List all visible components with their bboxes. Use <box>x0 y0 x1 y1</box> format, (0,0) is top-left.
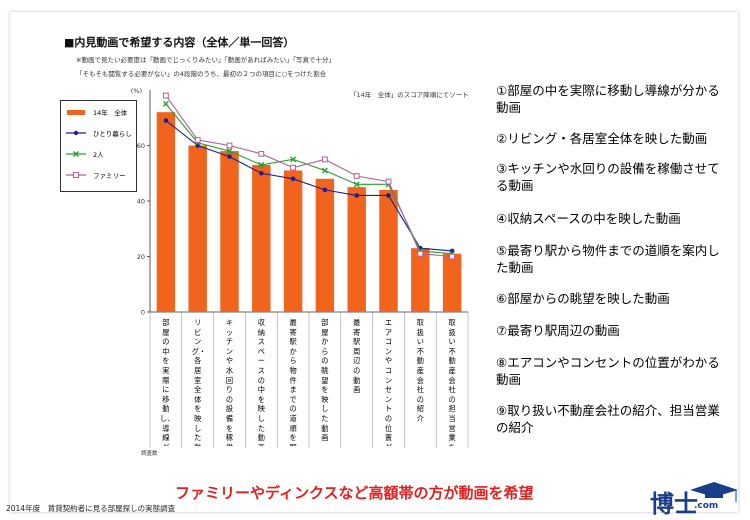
y-tick-label: 20 <box>137 253 145 261</box>
list-item: ⑤最寄り駅から物件までの道順を案内した動画 <box>496 243 720 275</box>
x-tick-label: 部屋からの眺望を映した動画 <box>321 318 329 443</box>
list-item: ⑥部屋からの眺望を映した動画 <box>496 291 670 306</box>
data-point <box>226 148 233 155</box>
data-point <box>290 164 297 171</box>
data-point <box>290 176 296 182</box>
list-item: ③キッチンや水回りの設備を稼働させてる動画 <box>496 161 720 193</box>
x-tick-label: 取扱い不動産会社の紹介 <box>416 318 424 423</box>
bar <box>442 253 462 312</box>
list-item: ④収納スペースの中を映した動画 <box>496 211 681 226</box>
data-point <box>259 170 264 176</box>
legend-swatch-line-family <box>66 172 86 178</box>
bar <box>220 151 239 312</box>
legend-label: ひとり暮らし <box>93 130 132 138</box>
data-point <box>417 250 424 257</box>
bar <box>283 170 303 312</box>
x-tick-label: リビング・各居室全体を映した動画 <box>191 318 204 446</box>
y-unit-label: (%) <box>131 87 142 95</box>
list-item: ⑨取り扱い不動産会社の紹介、担当営業の紹介 <box>496 403 720 435</box>
list-item: ①部屋の中を実際に移動し導線が分かる動画 <box>496 83 720 115</box>
data-point <box>194 137 201 143</box>
data-point <box>322 156 328 163</box>
data-point <box>449 253 456 260</box>
chart-title: ■内見動画で希望する内容（全体／単一回答） <box>64 36 295 49</box>
bar <box>347 187 366 312</box>
legend-swatch-line-single <box>66 130 86 136</box>
logo-cap-icon <box>690 482 738 502</box>
bar <box>252 164 271 312</box>
x-tick-label: 最寄駅から物件までの道順を案内した動画 <box>289 318 297 446</box>
x-axis-caption: 調査数 <box>141 451 158 457</box>
list-item: ②リビング・各居室全体を映した動画 <box>496 131 708 146</box>
slide: ■内見動画で希望する内容（全体／単一回答） ※動画で見たい必要度は「動画でじっく… <box>10 12 738 518</box>
data-point <box>163 118 169 123</box>
note-line-1: ※動画で見たい必要度は「動画でじっくりみたい」「動画があればみたい」「写真で十分… <box>76 56 335 64</box>
data-point <box>163 92 169 99</box>
bar <box>379 189 398 312</box>
logo-suffix: .com <box>694 501 719 511</box>
legend-label: 14年 全体 <box>93 109 128 117</box>
data-point <box>354 193 360 198</box>
y-tick-label: 40 <box>137 198 145 206</box>
data-point <box>290 156 297 163</box>
data-point <box>162 100 169 107</box>
chart-canvas: 0 20 40 60 (%) <box>131 87 469 448</box>
data-point <box>226 142 233 149</box>
x-tick-label: 収納スペースの中を映した動画 <box>257 318 265 446</box>
x-tick-label: 最寄駅周辺の動画 <box>353 318 361 395</box>
data-point <box>353 173 360 179</box>
bar <box>188 145 207 312</box>
data-point <box>227 154 232 159</box>
data-point <box>258 150 265 157</box>
data-point <box>386 193 391 198</box>
list-item: ⑦最寄り駅周辺の動画 <box>496 323 620 338</box>
x-tick-label: 部屋の中を実際に移動し、導線がわかる動画 <box>159 318 172 446</box>
logo-text: 博士 <box>650 489 698 518</box>
series-line <box>165 120 453 252</box>
bar <box>411 248 430 312</box>
footer-source: 2014年度 賃貸契約者に見る部屋探しの実態調査 <box>6 504 176 513</box>
series-line <box>165 103 453 255</box>
data-point <box>322 187 328 193</box>
sort-note: 「14年 全体」のスコア降順にてソート <box>350 91 469 99</box>
x-tick-label: キッチンや水回りの設備を稼働させてる動画（ガスコンロの火、シャワーの水圧等） <box>225 318 234 446</box>
series-line <box>165 95 453 258</box>
legend-label: ファミリー <box>93 172 126 180</box>
y-tick-label: 60 <box>137 142 145 150</box>
legend: 14年 全体 ひとり暮らし 2人 ファミリー <box>60 100 137 192</box>
x-tick-label: エアコンやコンセントの位置がわかる動画 <box>384 318 393 446</box>
list-item: ⑧エアコンやコンセントの位置がわかる動画 <box>496 355 720 387</box>
note-line-2: 「そもそも閲覧する必要がない」の4段階のうち、最初の２つの項目に○をつけた割合 <box>76 70 327 78</box>
data-point <box>353 181 360 188</box>
headline: ファミリーやディンクスなど高額帯の方が動画を希望 <box>175 484 534 502</box>
legend-swatch-line-two <box>66 151 86 157</box>
x-tick-label: 取扱い不動産会社の担当営業を紹介する動画 <box>448 318 456 446</box>
bar <box>315 178 335 312</box>
logo: 博士 .com <box>650 480 750 520</box>
data-point <box>321 167 328 174</box>
legend-swatch-bar <box>67 110 85 115</box>
y-tick-label: 0 <box>141 309 145 317</box>
bar <box>156 112 176 312</box>
data-point <box>258 161 265 168</box>
data-point <box>385 178 392 185</box>
legend-label: 2人 <box>93 151 104 159</box>
